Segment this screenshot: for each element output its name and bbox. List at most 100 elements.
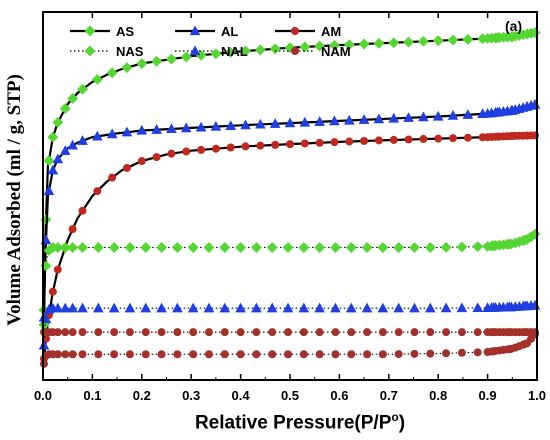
data-marker	[345, 137, 354, 146]
data-marker	[343, 39, 355, 51]
data-marker	[173, 328, 182, 337]
data-marker	[314, 302, 325, 313]
data-marker	[61, 328, 70, 337]
legend-label: AS	[116, 24, 134, 39]
data-marker	[393, 302, 404, 313]
data-marker	[424, 302, 436, 313]
data-marker	[282, 242, 294, 253]
data-marker	[52, 153, 64, 164]
data-marker	[410, 328, 419, 337]
legend-label: AM	[321, 24, 341, 39]
data-marker	[363, 328, 372, 337]
legend-item-as: AS	[70, 24, 134, 39]
data-marker	[345, 242, 357, 253]
x-axis-label: Relative Pressure(P/Po)	[150, 410, 450, 434]
data-marker	[110, 328, 119, 337]
data-marker	[204, 328, 213, 337]
x-axis-label-sup: o	[391, 410, 399, 424]
data-marker	[125, 350, 134, 359]
data-marker	[404, 135, 413, 144]
data-marker	[225, 46, 237, 58]
data-marker	[203, 242, 215, 253]
data-marker	[171, 242, 183, 253]
data-marker	[61, 350, 70, 359]
data-marker	[456, 241, 468, 253]
data-marker	[432, 110, 444, 121]
data-marker	[472, 302, 484, 313]
data-marker	[394, 328, 403, 337]
x-tick-label: 1.0	[528, 388, 546, 403]
data-marker	[156, 302, 167, 313]
data-marker	[330, 138, 339, 147]
panel-label: (a)	[505, 18, 523, 34]
data-marker	[67, 242, 79, 253]
data-marker	[343, 114, 355, 125]
data-marker	[314, 242, 326, 253]
data-marker	[187, 302, 199, 313]
data-marker	[417, 35, 429, 47]
x-tick-label: 0.9	[479, 388, 497, 403]
data-marker	[166, 123, 177, 134]
data-marker	[77, 83, 88, 95]
data-marker	[345, 302, 357, 313]
data-marker	[440, 302, 452, 313]
legend-marker	[84, 25, 96, 37]
data-marker	[52, 116, 64, 128]
data-marker	[361, 242, 373, 253]
data-marker	[462, 109, 474, 119]
legend-label: NAM	[321, 44, 351, 59]
data-marker	[43, 155, 55, 167]
data-marker	[442, 328, 451, 337]
data-marker	[78, 206, 87, 215]
legend-item-nas: NAS	[70, 44, 144, 59]
data-marker	[210, 48, 222, 60]
data-marker	[226, 143, 235, 152]
data-marker	[314, 116, 325, 126]
data-marker	[378, 328, 387, 337]
legend-label: AL	[221, 24, 238, 39]
legend-marker	[189, 25, 201, 36]
data-marker	[59, 302, 71, 313]
data-marker	[152, 153, 161, 162]
data-marker	[137, 157, 146, 166]
data-marker	[94, 328, 103, 337]
data-marker	[94, 350, 103, 359]
legend-marker	[189, 45, 201, 56]
data-marker	[156, 242, 167, 253]
data-marker	[373, 37, 385, 49]
data-marker	[52, 302, 64, 313]
data-marker	[329, 115, 340, 126]
data-marker	[59, 145, 71, 156]
data-marker	[447, 34, 459, 46]
data-marker	[236, 328, 245, 337]
series-nam	[39, 330, 540, 370]
x-axis-label-main: Relative Pressure(P/P	[194, 412, 392, 434]
data-marker	[424, 242, 436, 253]
data-marker	[91, 74, 103, 85]
data-marker	[331, 350, 340, 359]
data-marker	[93, 187, 102, 196]
data-marker	[409, 302, 420, 313]
data-marker	[235, 242, 247, 253]
data-marker	[329, 39, 340, 51]
data-marker	[434, 134, 443, 143]
data-marker	[426, 328, 435, 337]
data-marker	[141, 350, 150, 359]
data-marker	[236, 350, 245, 359]
data-marker	[108, 302, 120, 313]
data-marker	[53, 328, 62, 337]
data-marker	[140, 302, 152, 313]
data-marker	[442, 349, 451, 358]
data-marker	[251, 302, 262, 313]
data-marker	[254, 44, 266, 56]
legend-marker	[84, 45, 96, 57]
x-tick-label: 0.6	[330, 388, 348, 403]
data-marker	[252, 350, 261, 359]
data-marker	[419, 135, 428, 144]
data-marker	[330, 242, 341, 253]
data-marker	[347, 328, 356, 337]
data-marker	[108, 242, 120, 253]
data-marker	[189, 350, 198, 359]
data-marker	[43, 185, 55, 195]
legend-item-nal: NAL	[175, 44, 248, 59]
